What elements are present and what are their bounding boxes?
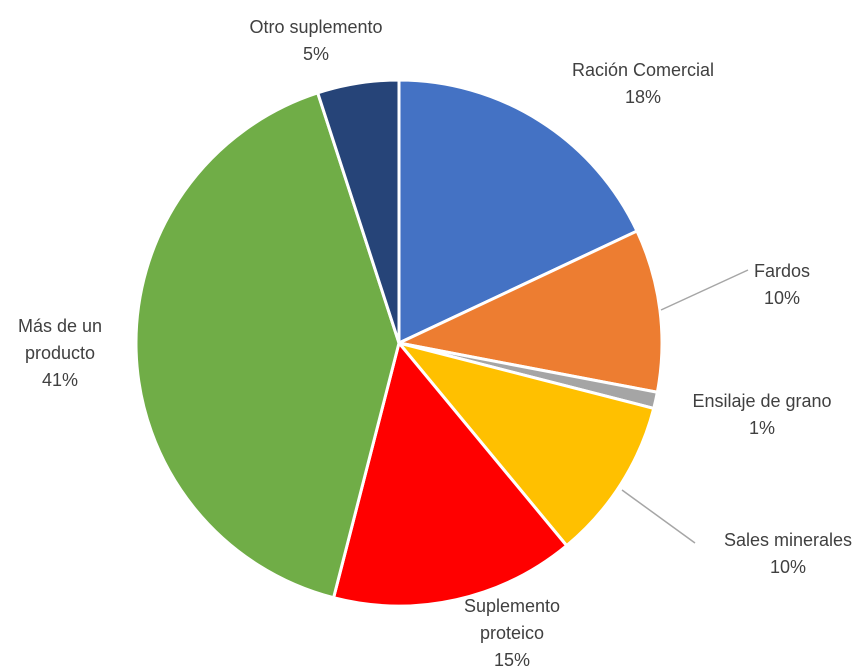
data-label-3: Ensilaje de grano 1% xyxy=(692,391,831,438)
pie-slice-6 xyxy=(134,91,401,600)
pie-slice-4 xyxy=(397,341,656,548)
pie-slice-7 xyxy=(316,78,401,345)
data-label-1: Ración Comercial 18% xyxy=(572,60,714,107)
data-label-7: Otro suplemento 5% xyxy=(249,17,382,64)
pie-slice-2 xyxy=(397,229,664,394)
data-label-4: Sales minerales 10% xyxy=(724,530,852,577)
pie-slice-1 xyxy=(397,78,639,345)
data-label-6: Más de un producto 41% xyxy=(18,316,102,390)
leader-line-4 xyxy=(621,489,696,544)
pie-slice-5 xyxy=(332,341,569,608)
leader-line-2 xyxy=(660,269,749,311)
data-label-2: Fardos 10% xyxy=(754,261,810,308)
data-label-5: Suplemento proteico 15% xyxy=(464,596,560,670)
pie-slices xyxy=(134,78,664,608)
leader-lines xyxy=(621,269,749,544)
data-labels: Ración Comercial 18% Fardos 10% Ensilaje de … xyxy=(18,17,852,670)
